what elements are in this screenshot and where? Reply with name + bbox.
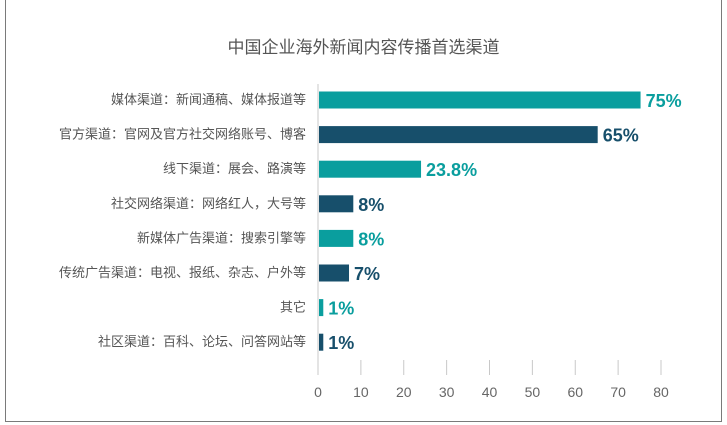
category-label: 新媒体广告渠道：搜索引擎等 (137, 230, 306, 245)
x-tick-label: 60 (567, 384, 583, 400)
x-tick-label: 10 (353, 384, 369, 400)
chart-title: 中国企业海外新闻内容传播首选渠道 (227, 38, 500, 57)
bar (319, 126, 598, 144)
bar (319, 264, 350, 282)
category-label: 社区渠道：百科、论坛、问答网站等 (98, 334, 306, 349)
category-label: 社交网络渠道：网络红人，大号等 (111, 196, 306, 211)
category-label: 其它 (280, 300, 306, 315)
bar (319, 229, 354, 247)
data-label: 8% (358, 229, 384, 249)
bar (319, 195, 354, 213)
bar (319, 91, 641, 109)
category-label: 官方渠道：官网及官方社交网络账号、博客 (59, 127, 306, 142)
category-label: 传统广告渠道：电视、报纸、杂志、户外等 (59, 265, 306, 280)
x-tick-label: 70 (610, 384, 626, 400)
x-tick-label: 20 (396, 384, 412, 400)
data-label: 23.8% (426, 160, 477, 180)
data-label: 1% (328, 333, 354, 353)
x-tick-label: 30 (439, 384, 455, 400)
bar (319, 333, 324, 351)
category-label: 线下渠道：展会、路演等 (163, 161, 306, 176)
x-tick-label: 0 (314, 384, 322, 400)
bar (319, 299, 324, 317)
chart-frame (5, 0, 722, 422)
data-label: 75% (646, 91, 682, 111)
bar (319, 160, 422, 178)
x-tick-label: 40 (482, 384, 498, 400)
data-label: 65% (603, 126, 639, 146)
data-label: 8% (358, 195, 384, 215)
x-tick-label: 80 (653, 384, 669, 400)
data-label: 7% (354, 264, 380, 284)
x-tick-label: 50 (525, 384, 541, 400)
category-label: 媒体渠道：新闻通稿、媒体报道等 (111, 92, 306, 107)
data-label: 1% (328, 299, 354, 319)
